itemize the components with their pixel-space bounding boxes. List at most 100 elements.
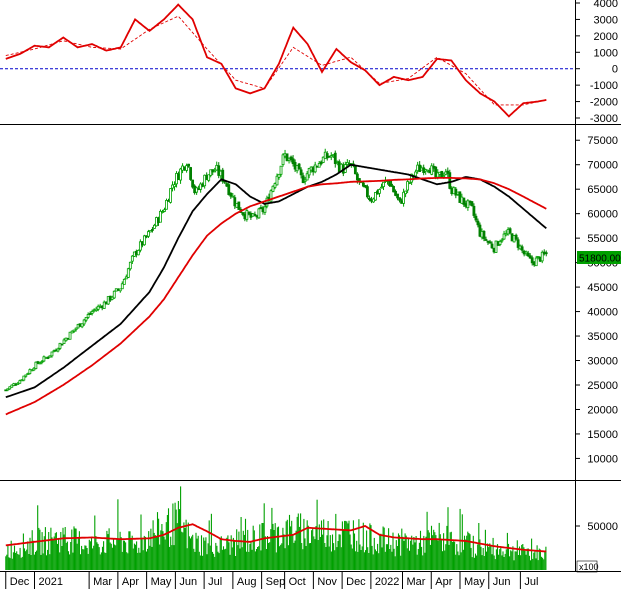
candle-body [22, 375, 26, 381]
candle-body [277, 173, 281, 178]
candle-body [102, 301, 106, 309]
candle-body [245, 210, 249, 220]
x-tick-label: Jun [179, 576, 197, 588]
candle-body [508, 228, 512, 234]
x-tick-label: Jul [524, 576, 538, 588]
candle-body [263, 206, 267, 213]
candle-body [534, 257, 538, 267]
price-tick-label: 65000 [587, 184, 618, 196]
candle-body [474, 215, 478, 221]
candle-body [440, 170, 444, 178]
macd-tick-label: -1000 [590, 80, 618, 92]
macd-tick-label: -3000 [590, 113, 618, 125]
candle-body [378, 189, 381, 194]
candle-body [482, 230, 486, 239]
volume-avg-line [5, 523, 547, 553]
candle-body [8, 386, 12, 390]
candle-body [94, 308, 98, 312]
price-y-ticks: 7500070000650006000055000500004500040000… [575, 135, 618, 465]
candle-body [90, 311, 94, 314]
last-price-badge-bg [577, 251, 621, 264]
x-tick-label: 2022 [375, 576, 399, 588]
x-tick-label: Jun [493, 576, 511, 588]
candle-body [430, 165, 434, 175]
price-tick-label: 15000 [587, 429, 618, 441]
candle-body [191, 179, 195, 188]
candle-body [544, 252, 548, 255]
price-tick-label: 30000 [587, 356, 618, 368]
candle-body [528, 255, 532, 259]
candle-body [368, 197, 371, 200]
candle-body [362, 182, 365, 187]
candle-body [410, 173, 414, 183]
candle-body [470, 201, 474, 207]
candle-body [16, 382, 20, 385]
price-tick-label: 75000 [587, 135, 618, 147]
candle-body [58, 342, 62, 349]
candle-body [18, 380, 22, 384]
candle-body [257, 208, 261, 219]
candle-body [402, 191, 405, 204]
candle-body [484, 239, 488, 241]
candle-body [273, 183, 277, 188]
candle-body [472, 205, 476, 216]
price-ma-short-line [5, 163, 547, 399]
macd-y-ticks: 4000 3000 2000 1000 0 -1000 -2000 -3000 [575, 0, 618, 125]
candle-body [10, 384, 14, 388]
volume-average-line [5, 523, 547, 553]
candle-body [142, 235, 146, 246]
x-tick-label: Oct [289, 576, 306, 588]
x-tick-label: Dec [346, 576, 366, 588]
candle-body [179, 168, 182, 181]
candle-body [498, 241, 502, 245]
price-ma-long-line [5, 177, 547, 416]
candle-body [187, 163, 190, 167]
volume-tick-label: 50000 [587, 521, 618, 533]
candle-body [321, 156, 325, 163]
candle-body [500, 239, 504, 242]
price-tick-label: 70000 [587, 160, 618, 172]
macd-macd-line [5, 3, 547, 118]
candle-body [307, 167, 311, 176]
candle-body [374, 192, 377, 201]
candle-body [112, 290, 116, 299]
macd-tick-label: 3000 [594, 14, 618, 26]
candle-body [305, 173, 309, 181]
candle-body [165, 200, 168, 210]
candle-body [32, 367, 36, 371]
candle-body [217, 165, 221, 176]
candle-body [275, 175, 279, 186]
candle-body [34, 361, 38, 369]
price-moving-averages [5, 163, 547, 416]
candle-body [297, 163, 301, 170]
x-tick-label: May [151, 576, 172, 588]
macd-tick-label: 1000 [594, 47, 618, 59]
candle-body [42, 356, 46, 362]
candle-body [526, 252, 530, 257]
candle-body [490, 243, 494, 249]
candle-body [355, 173, 359, 181]
volume-y-ticks: 50000 [575, 521, 618, 533]
candle-body [80, 323, 84, 328]
candle-body [72, 329, 76, 332]
candle-body [82, 319, 86, 325]
candle-body [86, 314, 90, 318]
candle-body [74, 327, 78, 330]
candle-body [207, 174, 211, 181]
candle-body [126, 268, 130, 278]
candle-body [6, 388, 10, 391]
price-tick-label: 40000 [587, 307, 618, 319]
candle-body [118, 288, 122, 292]
x-tick-label: Nov [317, 576, 337, 588]
price-tick-label: 25000 [587, 380, 618, 392]
candle-body [130, 255, 134, 262]
candle-body [289, 156, 293, 161]
candle-body [398, 197, 401, 201]
candle-body [478, 224, 482, 237]
candle-body [502, 233, 506, 240]
candle-body [408, 182, 412, 184]
x-tick-label: Sep [266, 576, 286, 588]
candle-body [237, 201, 241, 210]
candle-body [329, 155, 333, 158]
